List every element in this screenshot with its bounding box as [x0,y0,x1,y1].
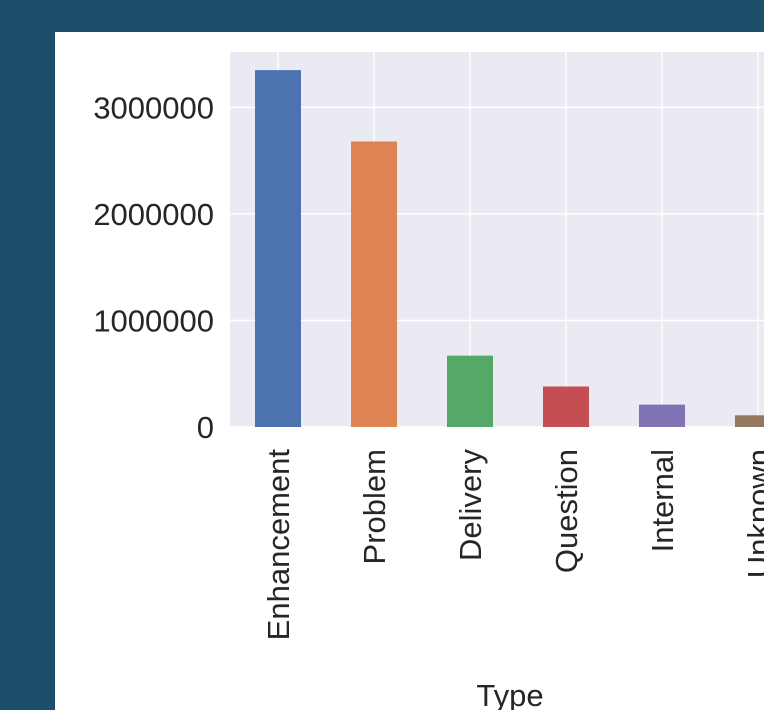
x-tick-label: Internal [645,449,680,552]
x-tick-label: Enhancement [261,449,296,641]
bar-problem [351,141,397,427]
x-tick-label: Problem [357,449,392,564]
bar-question [543,386,589,427]
chart-panel: 0 1000000 2000000 3000000 Enhancement Proble… [55,32,764,710]
bar-enhancement [255,70,301,428]
y-tick-label: 3000000 [93,90,214,125]
x-tick-label: Question [549,449,584,573]
x-tick-label: Delivery [453,449,488,561]
bars [255,70,764,428]
bar-unknown [735,415,764,427]
x-axis-ticks: Enhancement Problem Delivery Question Intern… [261,449,764,641]
y-tick-label: 2000000 [93,197,214,232]
y-tick-label: 1000000 [93,303,214,338]
y-axis-ticks: 0 1000000 2000000 3000000 [93,90,214,445]
bar-internal [639,404,685,427]
plot-area [230,52,764,427]
y-tick-label: 0 [197,410,214,445]
bar-chart: 0 1000000 2000000 3000000 Enhancement Proble… [93,52,764,710]
x-axis-title: Type [476,678,543,710]
x-tick-label: Unknown [741,449,764,578]
bar-delivery [447,355,493,427]
